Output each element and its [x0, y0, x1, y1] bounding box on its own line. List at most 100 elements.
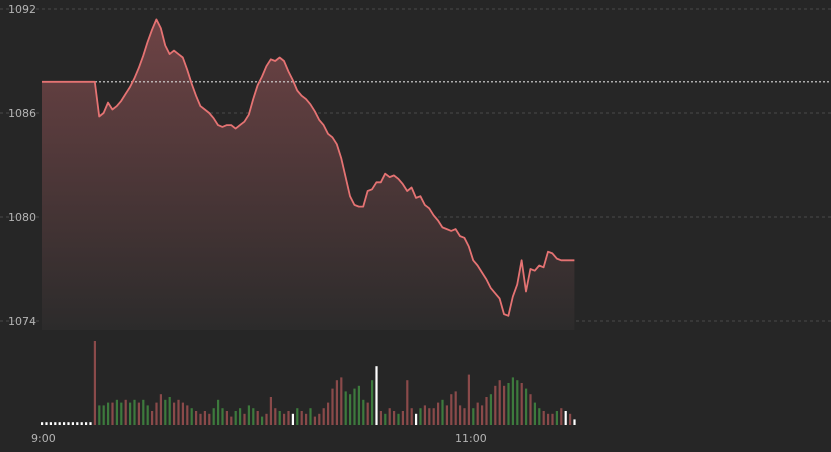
volume-bar [366, 402, 369, 425]
volume-bar [415, 413, 418, 425]
volume-bar [476, 402, 479, 425]
x-tick-label: 11:00 [455, 432, 487, 445]
volume-bar [107, 402, 110, 425]
x-axis: 9:00 11:00 [31, 432, 487, 445]
volume-bar [71, 422, 74, 425]
volume-bar [278, 411, 281, 425]
volume-bar [133, 399, 136, 425]
y-tick-label: 1086 [8, 107, 36, 120]
volume-bar [269, 397, 272, 425]
volume-bar [529, 394, 532, 425]
volume-bar [353, 388, 356, 425]
volume-bar [247, 405, 250, 425]
volume-bar [120, 402, 123, 425]
volume-bar [243, 413, 246, 425]
volume-bar [177, 399, 180, 425]
volume-bar [560, 408, 563, 425]
volume-bar [49, 422, 52, 425]
volume-bar [423, 405, 426, 425]
volume-bar [45, 422, 48, 425]
volume-bar [322, 408, 325, 425]
volume-bar [76, 422, 79, 425]
volume-bar [239, 408, 242, 425]
volume-bar [467, 374, 470, 425]
volume-bar [129, 402, 132, 425]
volume-bar [331, 388, 334, 425]
volume-bar [208, 413, 211, 425]
volume-bar [428, 408, 431, 425]
volume-bar [85, 422, 88, 425]
volume-bar [357, 385, 360, 425]
volume-bar [309, 408, 312, 425]
volume-bar [274, 408, 277, 425]
y-axis: 1092 1086 1080 1074 [8, 3, 36, 328]
volume-bar [463, 408, 466, 425]
volume-bar [375, 366, 378, 425]
volume-bar [159, 394, 162, 425]
volume-bar [58, 422, 61, 425]
volume-bar [450, 394, 453, 425]
volume-bar [507, 383, 510, 425]
volume-bar [230, 416, 233, 425]
volume-bar [164, 399, 167, 425]
volume-bar [419, 408, 422, 425]
volume-bar [538, 408, 541, 425]
volume-bar [181, 402, 184, 425]
volume-bar [555, 411, 558, 425]
volume-bar [388, 408, 391, 425]
volume-bar [225, 411, 228, 425]
price-line [42, 18, 575, 317]
volume-bar [445, 405, 448, 425]
volume-bar [137, 402, 140, 425]
volume-bar [296, 408, 299, 425]
volume-bar [397, 413, 400, 425]
volume-bar [441, 399, 444, 425]
volume-bar [212, 408, 215, 425]
price-area-fill [42, 19, 575, 331]
volume-bar [327, 402, 330, 425]
volume-bar [142, 399, 145, 425]
volume-bar [362, 399, 365, 425]
price-line-path [42, 18, 575, 317]
volume-bar [93, 341, 96, 425]
volume-bar [287, 411, 290, 425]
volume-bar [67, 422, 70, 425]
volume-bar [102, 405, 105, 425]
volume-bar [503, 385, 506, 425]
volume-bar [186, 405, 189, 425]
volume-bar [410, 408, 413, 425]
volume-bar [173, 402, 176, 425]
volume-bar [384, 413, 387, 425]
volume-bar [252, 408, 255, 425]
volume-bar [41, 422, 44, 425]
volume-bar [564, 411, 567, 425]
volume-bar [547, 413, 550, 425]
volume-bar [80, 422, 83, 425]
volume-bars [41, 341, 576, 425]
volume-bar [283, 413, 286, 425]
volume-bar [551, 413, 554, 425]
volume-bar [115, 399, 118, 425]
volume-bar [494, 385, 497, 425]
price-area [42, 19, 575, 331]
volume-bar [481, 405, 484, 425]
volume-bar [63, 422, 66, 425]
volume-bar [335, 380, 338, 425]
volume-bar [146, 405, 149, 425]
volume-bar [432, 408, 435, 425]
volume-bar [533, 402, 536, 425]
volume-bar [379, 411, 382, 425]
volume-bar [569, 413, 572, 425]
volume-bar [195, 411, 198, 425]
volume-bar [265, 413, 268, 425]
volume-bar [340, 377, 343, 425]
volume-bar [151, 411, 154, 425]
volume-bar [349, 394, 352, 425]
volume-bar [256, 411, 259, 425]
y-tick-label: 1074 [8, 315, 36, 328]
volume-bar [305, 413, 308, 425]
volume-bar [54, 422, 57, 425]
volume-bar [489, 394, 492, 425]
